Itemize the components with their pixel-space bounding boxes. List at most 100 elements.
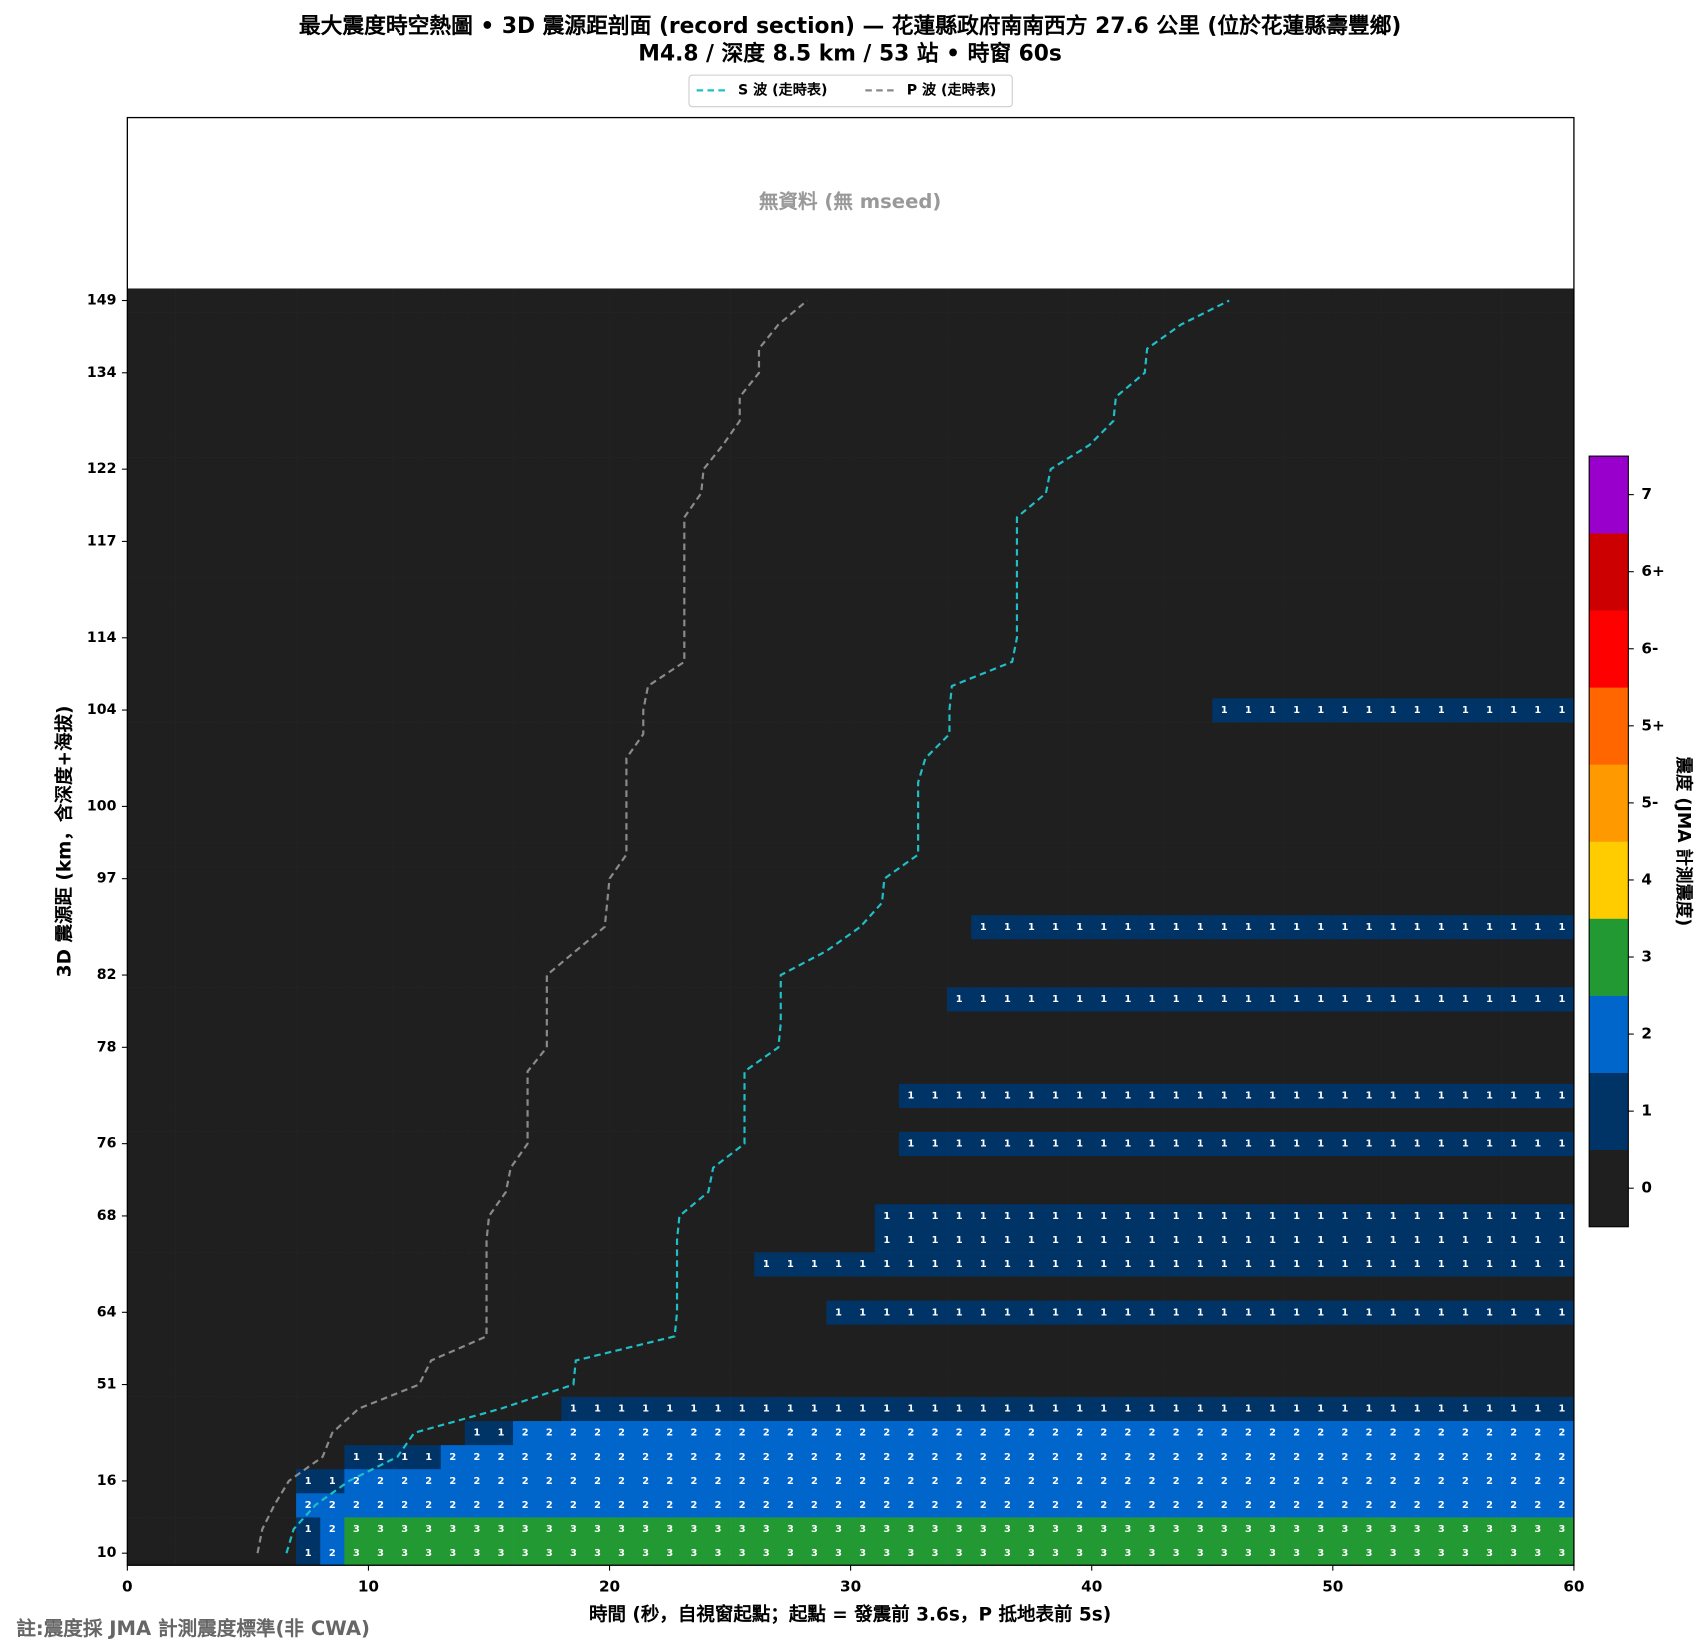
heat-cell: [416, 770, 442, 795]
colorbar-tick-label: 4: [1641, 870, 1652, 888]
cell-label: 1: [1004, 1404, 1011, 1415]
heat-cell: [1453, 1300, 1478, 1325]
heat-cell: [416, 1541, 442, 1566]
heat-cell: [320, 866, 345, 892]
heat-cell: [850, 1420, 876, 1446]
heat-cell: [754, 1227, 779, 1253]
heat-cell: [1308, 1083, 1334, 1108]
heat-cell: [1453, 770, 1478, 795]
cell-label: 1: [980, 1404, 987, 1415]
heat-cell: [296, 384, 321, 410]
cell-label: 1: [932, 1259, 939, 1270]
heat-cell: [151, 722, 176, 747]
heat-cell: [1067, 360, 1093, 386]
heat-cell: [151, 1059, 176, 1084]
heat-cell: [898, 601, 924, 627]
heat-cell: [657, 1517, 683, 1542]
heat-cell: [609, 794, 634, 819]
heat-cell: [995, 818, 1020, 843]
heat-cell: [175, 1348, 201, 1373]
heat-cell: [1236, 1492, 1261, 1518]
heat-cell: [657, 938, 683, 964]
heat-cell: [1356, 914, 1382, 940]
heat-cell: [320, 360, 345, 386]
heat-cell: [1067, 288, 1093, 313]
heat-cell: [778, 1083, 803, 1108]
heat-cell: [272, 288, 297, 313]
heat-cell: [344, 698, 369, 723]
heat-cell: [272, 746, 297, 771]
heat-cell: [585, 1517, 610, 1542]
heat-cell: [633, 673, 659, 699]
heat-cell: [537, 770, 562, 795]
cell-label: 1: [980, 1307, 987, 1318]
cell-label: 2: [835, 1476, 842, 1487]
heat-cell: [416, 1155, 442, 1181]
heat-cell: [1525, 1107, 1551, 1132]
heat-cell: [440, 1131, 466, 1157]
heat-cell: [1405, 529, 1430, 554]
heat-cell: [730, 384, 755, 410]
heat-cell: [898, 770, 924, 795]
heat-cell: [1019, 1203, 1044, 1229]
heat-cell: [151, 1468, 176, 1494]
heat-cell: [826, 457, 851, 482]
heat-cell: [272, 1276, 297, 1301]
heat-cell: [1308, 312, 1334, 337]
heat-cell: [440, 1083, 466, 1108]
cell-label: 1: [1076, 1139, 1083, 1150]
heat-cell: [754, 1517, 779, 1542]
heat-cell: [657, 505, 683, 530]
heat-cell: [995, 1444, 1020, 1470]
heat-cell: [705, 1276, 731, 1301]
heat-cell: [1019, 625, 1044, 651]
heat-cell: [127, 1372, 152, 1397]
heat-cell: [995, 770, 1020, 795]
heat-cell: [561, 505, 586, 530]
heat-cell: [1139, 987, 1165, 1012]
cell-label: 2: [1124, 1452, 1131, 1463]
heat-cell: [1477, 987, 1502, 1012]
heat-cell: [416, 1203, 442, 1229]
heat-cell: [127, 1276, 152, 1301]
colorbar-tick-label: 5+: [1641, 716, 1664, 734]
heat-cell: [537, 288, 562, 313]
heat-cell: [247, 1276, 273, 1301]
heat-cell: [513, 746, 538, 771]
heat-cell: [609, 938, 634, 964]
heat-cell: [1284, 481, 1310, 506]
cell-label: 3: [425, 1548, 432, 1559]
cell-label: 1: [329, 1476, 336, 1487]
cell-label: 3: [739, 1524, 746, 1535]
heat-cell: [1067, 384, 1093, 410]
heat-cell: [1453, 481, 1478, 506]
heat-cell: [223, 1059, 249, 1084]
heat-cell: [609, 1420, 634, 1446]
heat-cell: [1091, 1324, 1117, 1349]
heat-cell: [898, 1541, 924, 1566]
heat-cell: [1381, 505, 1406, 530]
cell-label: 2: [522, 1428, 529, 1439]
heat-cell: [1091, 601, 1117, 627]
heat-cell: [802, 312, 827, 337]
heat-cell: [778, 1324, 803, 1349]
heat-cell: [705, 1155, 731, 1181]
heat-cell: [1525, 818, 1551, 843]
heat-cell: [730, 746, 755, 771]
heat-cell: [730, 866, 755, 892]
heat-cell: [1429, 914, 1454, 940]
cell-label: 2: [932, 1500, 939, 1511]
cell-label: 2: [1245, 1476, 1252, 1487]
heat-cell: [1019, 1083, 1044, 1108]
heat-cell: [633, 938, 659, 964]
heat-cell: [826, 890, 851, 916]
heat-cell: [272, 1227, 297, 1253]
heat-cell: [585, 384, 610, 410]
heat-cell: [513, 1300, 538, 1325]
heat-cell: [1212, 1492, 1237, 1518]
heat-cell: [1091, 962, 1117, 988]
heat-cell: [223, 433, 249, 458]
heat-cell: [296, 1059, 321, 1084]
heat-cell: [585, 962, 610, 988]
cell-label: 1: [1028, 1090, 1035, 1101]
